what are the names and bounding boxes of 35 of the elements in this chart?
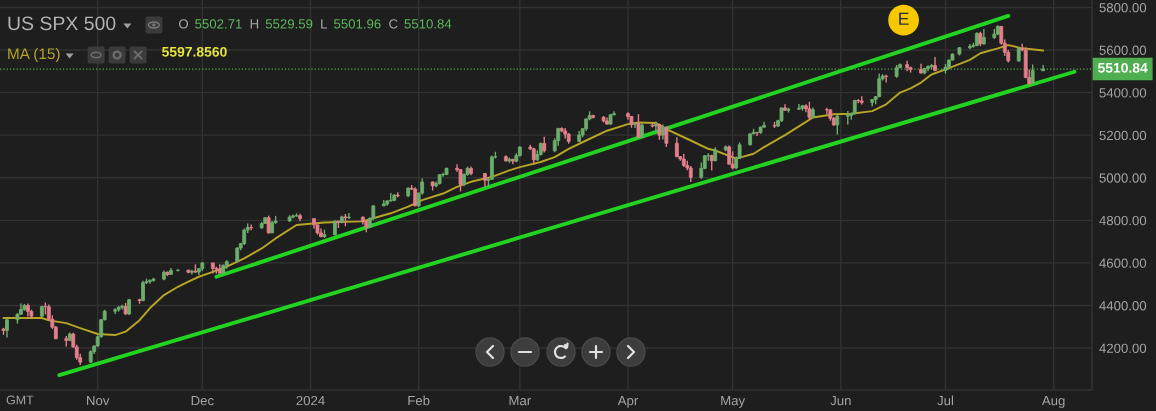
text: MA (15) [8, 47, 60, 63]
candlestick [884, 74, 889, 84]
y-tick-label: 5000.00 [1099, 173, 1147, 183]
ref-line-label: 5510.84 [1097, 62, 1148, 73]
x-tick-label: Nov [87, 396, 110, 406]
x-tick-label: Jul [937, 395, 954, 406]
x-tick-label: Apr [617, 396, 639, 408]
y-tick-label: 4200.00 [1099, 343, 1147, 353]
y-tick-label: 4800.00 [1099, 215, 1147, 226]
annotation: O 5502.71 H 5529.59 L 5501.96 C 5510.84 [179, 19, 452, 29]
y-tick-label: 5400.00 [1099, 88, 1147, 98]
line-series [2, 44, 1045, 337]
candlestick [797, 103, 801, 111]
candlestick [346, 212, 351, 220]
x-tick-label: 2024 [296, 395, 325, 406]
text: US SPX 500 [8, 16, 116, 31]
candlestick [5, 317, 9, 339]
y-tick-label: 5200.00 [1099, 130, 1147, 141]
x-tick-label: Mar [509, 396, 531, 406]
y-tick-label: 5600.00 [1099, 45, 1147, 55]
annotation: 5597.8560 [162, 46, 227, 57]
candlestick [727, 144, 732, 166]
y-tick-label: 4400.00 [1099, 301, 1147, 311]
candlestick [654, 120, 658, 133]
x-tick-label: Aug [1041, 396, 1065, 408]
annotation: E [899, 12, 909, 25]
x-tick-label: Feb [408, 395, 430, 406]
x-tick-label: Dec [191, 396, 214, 406]
text: GMT [6, 395, 34, 405]
y-tick-label: 5800.00 [1099, 3, 1147, 13]
y-tick-label: 4600.00 [1099, 258, 1147, 268]
x-tick-label: Jun [830, 396, 851, 406]
candlestick [755, 131, 759, 137]
x-tick-label: May [721, 396, 746, 408]
candlestick [824, 107, 829, 116]
